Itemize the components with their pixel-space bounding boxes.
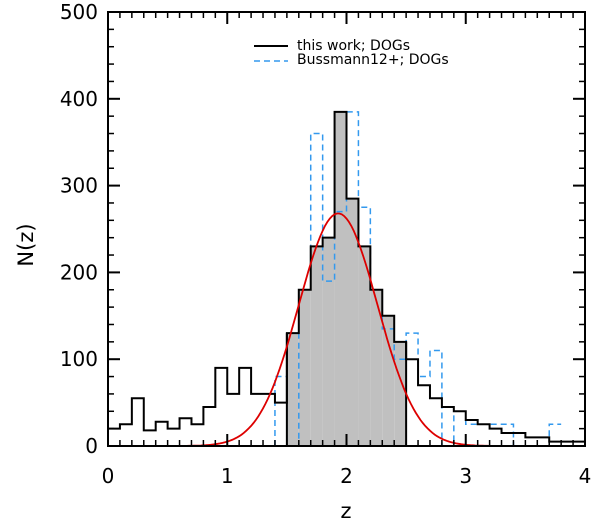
x-axis-label: z <box>340 499 351 523</box>
y-tick-label: 0 <box>85 434 98 458</box>
x-tick-label: 0 <box>102 464 115 488</box>
x-tick-label: 3 <box>459 464 472 488</box>
shaded-bar <box>322 237 335 446</box>
legend: this work; DOGs Bussmann12+; DOGs <box>254 38 449 68</box>
shaded-bar <box>394 341 407 446</box>
shaded-bar <box>310 246 323 446</box>
legend-label-this-work: this work; DOGs <box>297 38 410 54</box>
shaded-bar <box>286 333 299 446</box>
plot-area <box>107 110 585 447</box>
y-tick-label: 300 <box>60 174 98 198</box>
shaded-bar <box>346 198 359 446</box>
shaded-bar <box>370 289 383 446</box>
shaded-bar <box>382 315 395 446</box>
y-tick-label: 200 <box>60 260 98 284</box>
shaded-bar <box>358 246 371 446</box>
y-tick-label: 500 <box>60 0 98 24</box>
y-tick-label: 400 <box>60 87 98 111</box>
y-axis-label: N(z) <box>14 223 38 266</box>
x-tick-label: 2 <box>340 464 353 488</box>
shaded-bar <box>334 111 347 446</box>
x-tick-label: 4 <box>579 464 592 488</box>
y-tick-label: 100 <box>60 347 98 371</box>
x-tick-label: 1 <box>221 464 234 488</box>
shaded-bar <box>298 289 311 446</box>
legend-label-bussmann: Bussmann12+; DOGs <box>297 52 449 68</box>
axis-ticks: 0 100 200 300 400 500 0 1 2 3 4 <box>60 0 592 488</box>
series-bussmann-step <box>274 111 562 447</box>
series-this-work-step <box>107 110 585 446</box>
